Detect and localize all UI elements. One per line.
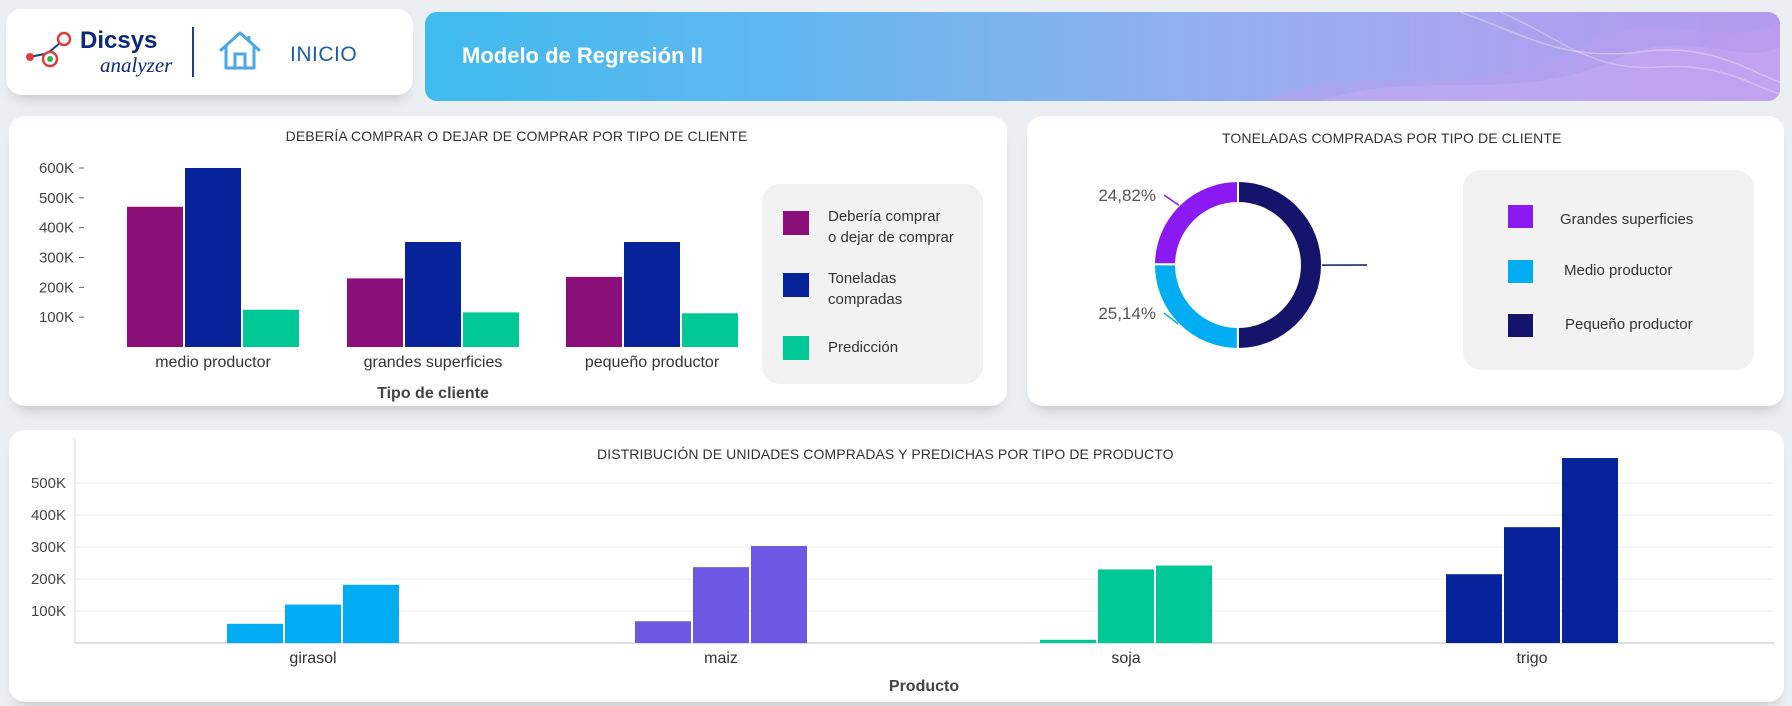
x-category-label: trigo [1516,650,1547,667]
legend-label: Predicción [828,339,899,356]
bar [682,313,738,347]
y-tick-label: 100K [39,309,74,326]
bar [347,278,403,347]
dicsys-logo-icon [26,31,72,68]
legend-item[interactable]: Medio productor [1508,260,1728,286]
home-button[interactable]: INICIO [218,25,378,79]
home-label: INICIO [290,43,358,66]
y-tick-label: 200K [39,279,74,296]
bar [243,309,299,347]
bar [693,567,749,643]
y-tick-label: 600K [39,160,74,177]
bar [1504,527,1560,643]
legend-label: Debería comprar o dejar de comprar [828,208,954,246]
tonnage-donut-card: TONELADAS COMPRADAS POR TIPO DE CLIENTE … [1027,116,1784,406]
donut-leader-line [1163,312,1179,325]
chart1-title: DEBERÍA COMPRAR O DEJAR DE COMPRAR POR T… [285,128,748,144]
donut-slice [1153,263,1239,351]
x-axis-title: Tipo de cliente [377,385,489,402]
y-tick-label: 300K [31,539,66,556]
bar [624,241,680,347]
y-tick-label: 400K [39,220,74,237]
brand-subtitle: analyzer [100,53,173,77]
logo-card: Dicsys analyzer INICIO [6,9,413,95]
legend-swatch [1508,205,1533,228]
bar [127,206,183,347]
x-category-label: girasol [289,650,336,667]
legend-item[interactable]: Toneladas compradas [783,270,973,315]
x-category-label: maiz [704,650,738,667]
home-icon [219,31,261,70]
page-title: Modelo de Regresión II [462,43,703,68]
banner-decoration [1260,12,1780,101]
y-tick-label: 100K [31,603,66,620]
y-tick-label: 200K [31,571,66,588]
legend-label: Medio productor [1564,262,1673,279]
product-bar-chart: 100K 200K 300K 400K 500K girasol maiz soja trigo… [31,438,1774,695]
legend-swatch [1508,314,1533,337]
x-category-label: soja [1111,650,1140,667]
bar [285,604,341,643]
brand-name: Dicsys [80,27,158,54]
legend-item[interactable]: Grandes superficies [1508,205,1728,231]
bar [405,241,461,347]
bar [463,312,519,347]
chart2-title: TONELADAS COMPRADAS POR TIPO DE CLIENTE [1222,130,1562,146]
bar [185,168,241,347]
chart1-legend: Debería comprar o dejar de comprar Tonela… [762,184,983,384]
bar [635,621,691,643]
bar [1098,569,1154,643]
donut-value-label: 25,14% [1098,304,1156,323]
legend-item[interactable]: Pequeño productor [1508,314,1728,340]
bar [343,584,399,643]
logo-divider [192,27,194,77]
legend-swatch [1508,260,1533,283]
donut-leader-line [1163,194,1180,206]
legend-swatch [783,273,809,297]
legend-label: Pequeño productor [1565,316,1693,333]
y-tick-label: 300K [39,250,74,267]
legend-label: Grandes superficies [1560,211,1694,228]
title-banner: Modelo de Regresión II [425,12,1780,101]
tonnage-donut-chart: 50,03%25,14%24,82% [1098,179,1367,351]
x-axis-title: Producto [889,678,959,695]
x-category-label: medio productor [155,354,271,371]
y-tick-label: 400K [31,507,66,524]
bar [751,546,807,643]
bar [1562,458,1618,643]
legend-label: Toneladas compradas [828,270,903,308]
x-category-label: pequeño productor [585,354,720,371]
chart3-title: DISTRIBUCIÓN DE UNIDADES COMPRADAS Y PRE… [597,446,1174,462]
y-tick-label: 500K [39,190,74,207]
legend-item[interactable]: Predicción [783,336,973,364]
bar [1040,639,1096,643]
bar [227,623,283,643]
legend-item[interactable]: Debería comprar o dejar de comprar [783,208,973,253]
product-chart-card: DISTRIBUCIÓN DE UNIDADES COMPRADAS Y PRE… [9,430,1784,702]
bar [566,276,622,347]
client-type-chart-card: DEBERÍA COMPRAR O DEJAR DE COMPRAR POR T… [9,116,1007,406]
donut-value-label: 24,82% [1098,186,1156,205]
y-tick-label: 500K [31,475,66,492]
client-type-bar-chart: 100K 200K 300K 400K 500K 600K medio productor g… [39,160,738,402]
legend-swatch [783,336,809,360]
legend-swatch [783,211,809,235]
x-category-label: grandes superficies [364,354,503,371]
donut-slice [1152,179,1239,266]
donut-slice [1236,179,1323,351]
bar [1446,574,1502,643]
bar [1156,565,1212,643]
chart2-legend: Grandes superficies Medio productor Pequ… [1463,170,1754,370]
